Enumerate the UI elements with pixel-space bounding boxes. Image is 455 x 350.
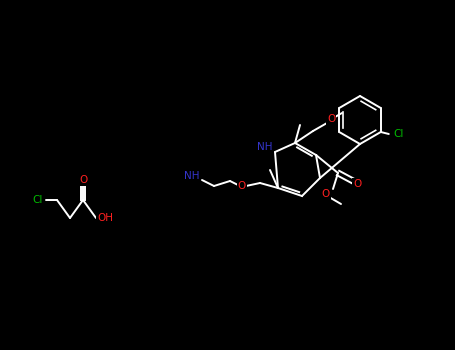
Text: OH: OH (97, 213, 113, 223)
Text: O: O (238, 181, 246, 191)
Text: Cl: Cl (394, 129, 404, 139)
Text: O: O (322, 189, 330, 199)
Text: O: O (327, 114, 335, 124)
Text: Cl: Cl (33, 195, 43, 205)
Text: NH: NH (184, 171, 200, 181)
Text: O: O (79, 175, 87, 185)
Text: NH: NH (257, 142, 273, 152)
Text: O: O (353, 179, 361, 189)
